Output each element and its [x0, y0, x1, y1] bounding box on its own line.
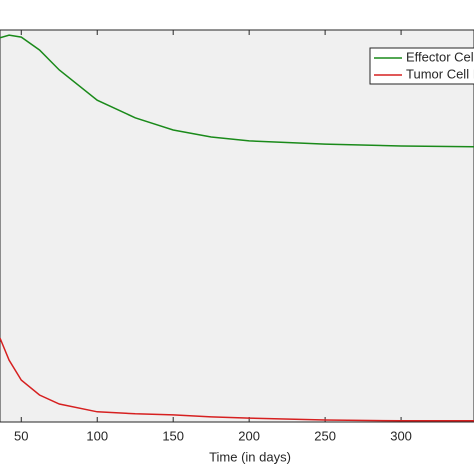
legend-label: Tumor Cell I — [406, 66, 474, 81]
x-axis-label: Time (in days) — [209, 449, 291, 464]
x-tick-label: 250 — [314, 428, 336, 443]
x-tick-label: 200 — [238, 428, 260, 443]
x-tick-label: 100 — [86, 428, 108, 443]
x-tick-label: 300 — [390, 428, 412, 443]
legend-label: Effector Cell — [406, 49, 474, 64]
line — [0, 337, 474, 422]
legend-box — [369, 47, 474, 85]
x-tick-label: 150 — [162, 428, 184, 443]
line — [0, 34, 474, 148]
x-tick-label: 50 — [14, 428, 28, 443]
plot-area — [0, 29, 474, 423]
